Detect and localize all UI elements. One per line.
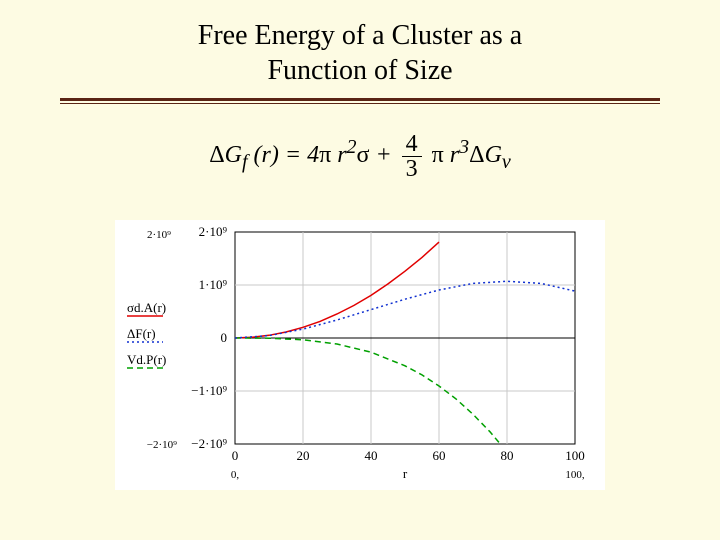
svg-text:40: 40	[365, 448, 378, 463]
svg-text:σd.A(r): σd.A(r)	[127, 300, 166, 315]
svg-text:20: 20	[297, 448, 310, 463]
svg-text:0: 0	[232, 448, 239, 463]
svg-text:2·10⁹: 2·10⁹	[147, 229, 171, 241]
title-line-1: Free Energy of a Cluster as a	[198, 20, 523, 51]
svg-text:1·10⁹: 1·10⁹	[199, 277, 228, 292]
svg-text:60: 60	[433, 448, 446, 463]
svg-text:100,: 100,	[565, 469, 585, 481]
free-energy-chart: 0 20 40 60 80 100 2·10⁹ 1·10⁹ 0 −1·10⁹ −2·10⁹ r 2·10…	[115, 220, 605, 490]
equation: ΔGf (r) = 4π r2σ + 4 3 π r3ΔGv	[0, 132, 720, 181]
svg-text:80: 80	[501, 448, 514, 463]
svg-text:Vd.P(r): Vd.P(r)	[127, 352, 166, 367]
svg-text:−2·10⁹: −2·10⁹	[191, 436, 227, 451]
svg-text:100: 100	[565, 448, 585, 463]
svg-text:0: 0	[221, 330, 228, 345]
chart-svg: 0 20 40 60 80 100 2·10⁹ 1·10⁹ 0 −1·10⁹ −2·10⁹ r 2·10…	[115, 220, 605, 490]
title-line-2: Function of Size	[267, 55, 452, 86]
title-rule	[60, 98, 660, 104]
slide-title: Free Energy of a Cluster as a Function o…	[0, 0, 720, 88]
svg-text:−2·10⁹: −2·10⁹	[147, 439, 177, 451]
svg-text:−1·10⁹: −1·10⁹	[191, 383, 227, 398]
svg-text:0,: 0,	[231, 469, 240, 481]
svg-text:2·10⁹: 2·10⁹	[199, 224, 228, 239]
svg-text:ΔF(r): ΔF(r)	[127, 326, 156, 341]
svg-text:r: r	[403, 466, 408, 481]
